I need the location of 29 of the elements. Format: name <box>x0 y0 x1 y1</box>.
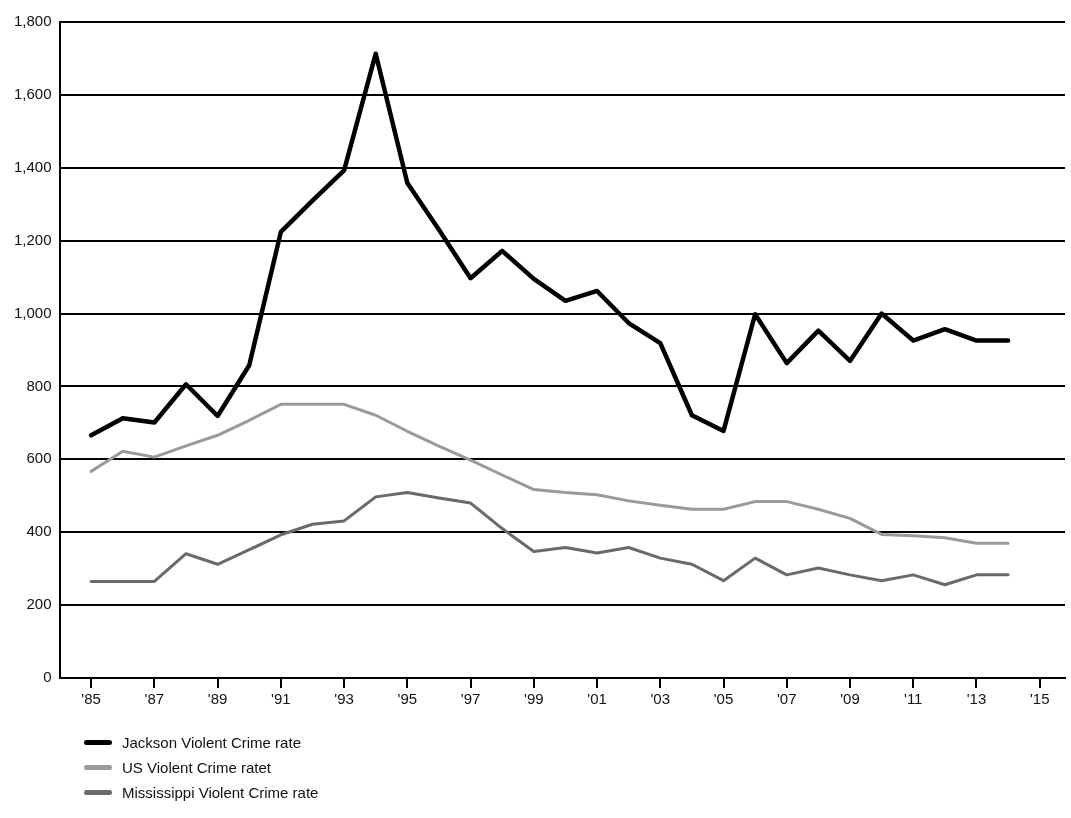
x-tick-label: '89 <box>207 690 228 708</box>
x-tick-label: '99 <box>524 690 544 708</box>
x-tick-label: '05 <box>713 690 734 708</box>
legend-label: Mississippi Violent Crime rate <box>122 784 319 801</box>
y-tick-label: 400 <box>26 522 52 540</box>
x-tick-label: '93 <box>334 690 354 708</box>
x-tick-label: '01 <box>587 690 607 708</box>
y-tick-label: 1,600 <box>13 85 52 103</box>
y-tick-label: 1,400 <box>13 157 52 175</box>
x-tick-label: '11 <box>904 690 923 708</box>
x-tick-label: '85 <box>81 690 101 708</box>
x-tick-label: '07 <box>776 690 797 708</box>
x-tick-label: '09 <box>840 690 860 708</box>
x-tick-label: '95 <box>397 690 418 708</box>
y-tick-label: 1,800 <box>13 12 52 30</box>
x-tick-label: '13 <box>966 690 987 708</box>
legend-label: Jackson Violent Crime rate <box>122 734 301 751</box>
x-tick-label: '97 <box>460 690 481 708</box>
y-tick-label: 1,000 <box>13 303 52 321</box>
x-tick-label: '15 <box>1029 690 1050 708</box>
y-tick-label: 0 <box>43 668 52 686</box>
y-tick-label: 800 <box>26 376 52 394</box>
y-tick-label: 200 <box>26 595 52 613</box>
y-tick-label: 600 <box>26 449 52 467</box>
y-tick-label: 1,200 <box>13 230 52 248</box>
x-tick-label: '03 <box>650 690 671 708</box>
legend-label: US Violent Crime ratet <box>122 759 271 776</box>
x-tick-label: '91 <box>271 690 291 708</box>
x-tick-label: '87 <box>144 690 165 708</box>
